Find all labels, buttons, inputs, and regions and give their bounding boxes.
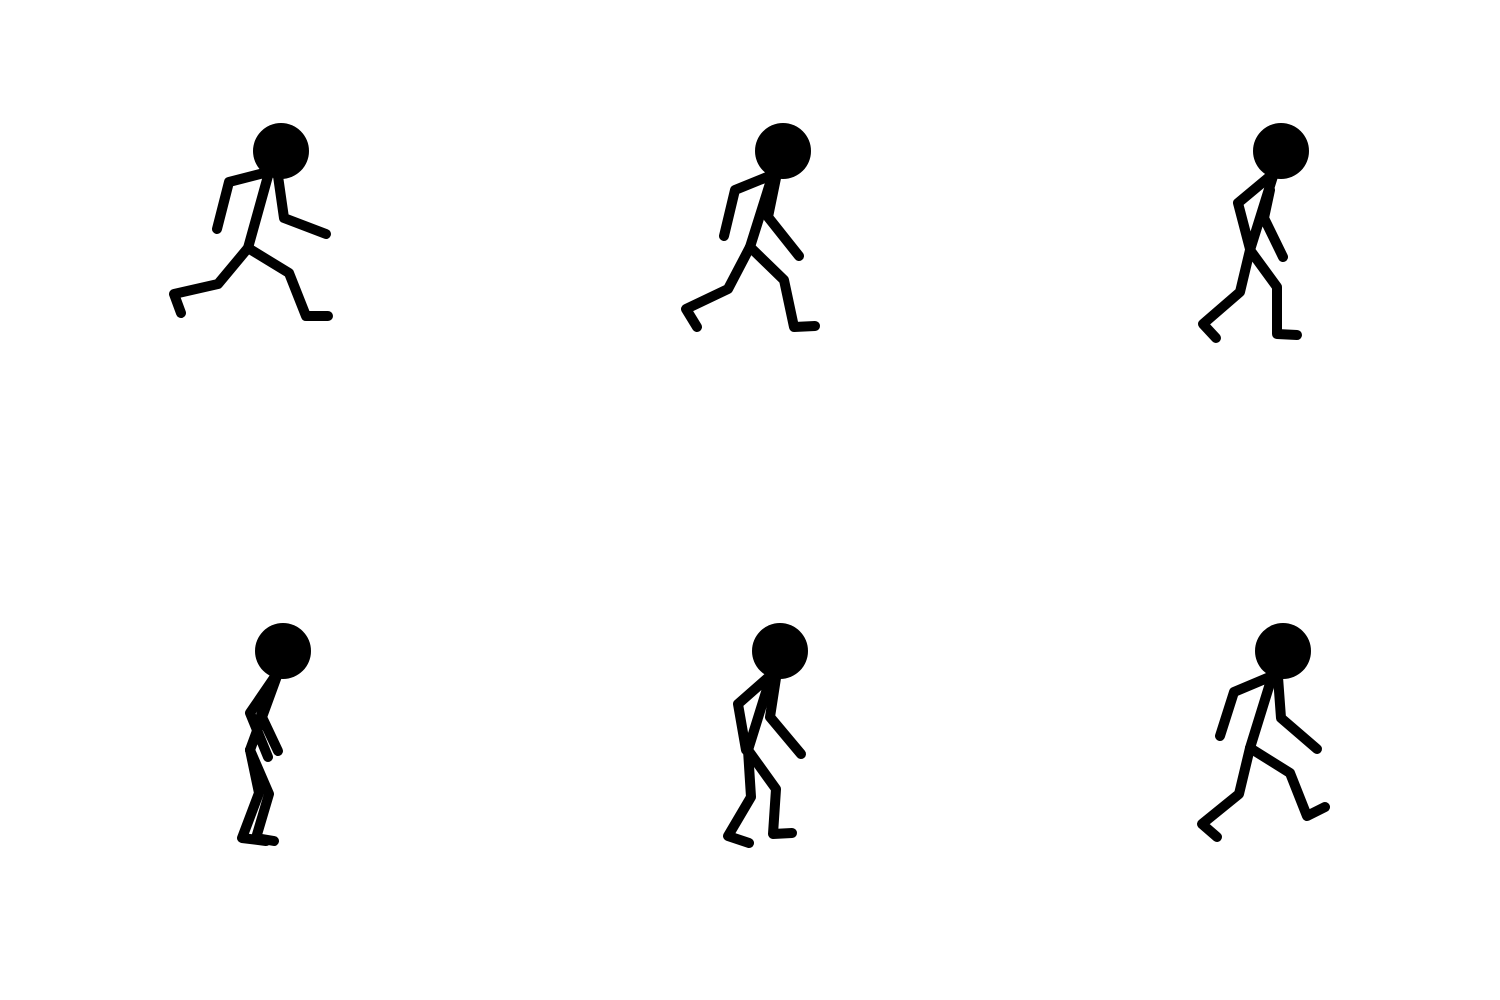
front-leg — [245, 745, 279, 846]
back-arm — [1233, 168, 1279, 254]
front-leg — [743, 745, 797, 839]
stick-figure-frame-5 — [723, 623, 808, 848]
back-arm — [719, 170, 777, 241]
torso — [1245, 672, 1277, 753]
back-leg — [169, 243, 253, 318]
head — [253, 123, 309, 179]
head — [255, 623, 311, 679]
front-arm — [1259, 185, 1288, 262]
back-arm — [733, 670, 776, 755]
torso — [243, 171, 273, 253]
stick-figure-frame-4 — [237, 623, 311, 846]
back-leg — [1197, 743, 1255, 842]
front-leg — [1245, 743, 1330, 821]
front-arm — [273, 171, 331, 239]
front-leg — [1245, 245, 1302, 340]
stick-figure-frame-6 — [1197, 623, 1330, 842]
back-leg — [1198, 245, 1255, 343]
head — [1253, 123, 1309, 179]
back-leg — [681, 242, 755, 332]
front-arm — [1273, 672, 1322, 754]
front-leg — [745, 242, 820, 332]
stick-figure-frame-2 — [681, 123, 820, 332]
stick-figure-frame-3 — [1198, 123, 1309, 343]
torso — [745, 172, 777, 252]
torso — [743, 671, 776, 755]
head — [1255, 623, 1311, 679]
head — [752, 623, 808, 679]
front-arm — [763, 173, 804, 261]
back-leg — [723, 745, 756, 848]
back-arm — [212, 167, 273, 234]
front-arm — [256, 679, 283, 756]
stick-figure-frame-1 — [169, 123, 333, 321]
front-leg — [243, 243, 333, 321]
head — [755, 123, 811, 179]
back-arm — [1215, 671, 1277, 741]
front-arm — [765, 673, 806, 759]
